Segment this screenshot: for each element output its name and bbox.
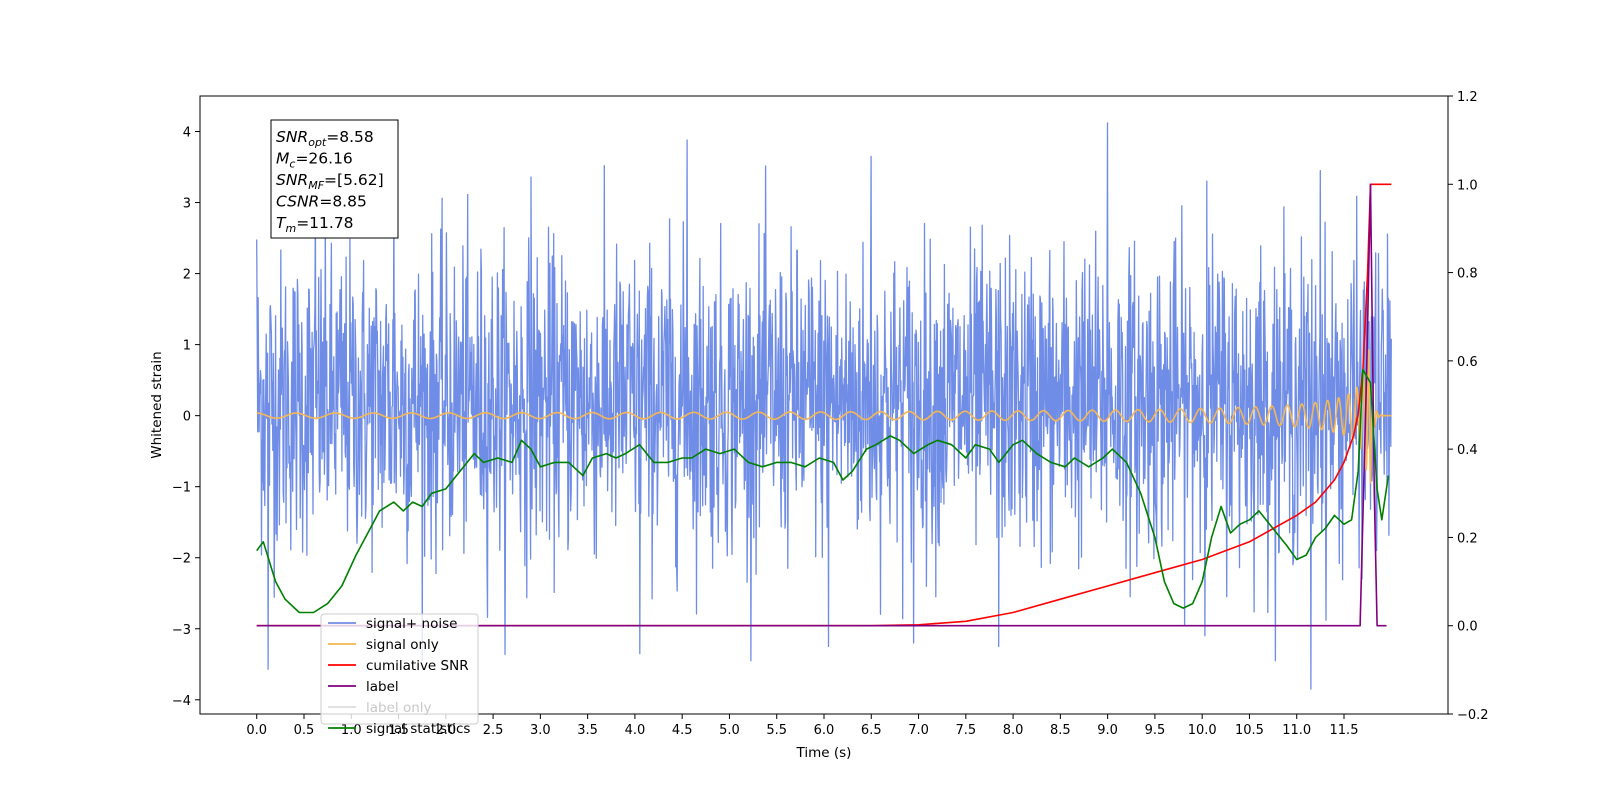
legend-label-label: label [366, 679, 399, 695]
series-line-label [256, 183, 1387, 627]
x-tick-label: 4.5 [672, 723, 693, 738]
y-tick-label: −2 [172, 552, 191, 567]
y-tick-label: −4 [172, 694, 191, 709]
stats-line: SNRMF=[5.62] [276, 171, 384, 192]
legend-label-label-only: label only [366, 700, 432, 716]
y-tick-label: −3 [172, 623, 191, 638]
y2-tick-label: 1.0 [1457, 178, 1478, 193]
x-tick-label: 9.5 [1145, 723, 1166, 738]
legend: signal+ noise signal only cumilative SNR la… [320, 613, 479, 737]
x-tick-label: 1.5 [388, 723, 409, 738]
x-tick-label: 5.0 [719, 723, 740, 738]
x-tick-label: 11.5 [1330, 723, 1359, 738]
y-tick-label: 2 [183, 268, 191, 283]
series-line-signal-statistics [256, 368, 1390, 614]
y-axis-left: −4 −3 −2 −1 0 1 2 3 4 [172, 126, 200, 709]
y2-tick-label: 0.0 [1457, 620, 1478, 635]
x-tick-label: 3.0 [530, 723, 551, 738]
legend-label-signal-statistics: signal statistics [366, 721, 470, 737]
legend-label-signal-only: signal only [366, 637, 439, 653]
y-axis-right: −0.2 0.0 0.2 0.4 0.6 0.8 1.0 1.2 [1448, 90, 1489, 723]
stats-line: Tm=11.78 [276, 214, 354, 235]
y-tick-label: −1 [172, 481, 191, 496]
y2-tick-label: −0.2 [1457, 708, 1489, 723]
x-tick-label: 8.5 [1050, 723, 1071, 738]
x-tick-label: 10.0 [1188, 723, 1217, 738]
data-layer [256, 122, 1392, 690]
stats-line: CSNR=8.85 [276, 193, 367, 211]
series-line-signal-noise [256, 122, 1392, 690]
x-tick-label: 8.0 [1003, 723, 1024, 738]
x-tick-label: 0.5 [294, 723, 315, 738]
series-line-signal-only [256, 349, 1392, 484]
y-tick-label: 1 [183, 339, 191, 354]
legend-label-signal-noise: signal+ noise [366, 616, 457, 632]
y2-tick-label: 0.4 [1457, 443, 1478, 458]
series-line-cumilative-snr [256, 183, 1392, 627]
y2-tick-label: 0.6 [1457, 355, 1478, 370]
x-tick-label: 2.0 [435, 723, 456, 738]
x-tick-label: 2.5 [483, 723, 504, 738]
x-tick-label: 6.0 [814, 723, 835, 738]
y2-tick-label: 1.2 [1457, 90, 1478, 105]
stats-box: SNRopt=8.58Mc=26.16SNRMF=[5.62]CSNR=8.85… [270, 119, 399, 239]
x-tick-label: 0.0 [246, 723, 267, 738]
y2-tick-label: 0.2 [1457, 531, 1478, 546]
stats-line: Mc=26.16 [276, 150, 353, 171]
stats-line: SNRopt=8.58 [276, 128, 374, 149]
x-tick-label: 5.5 [766, 723, 787, 738]
x-tick-label: 6.5 [861, 723, 882, 738]
y-axis-label: Whitened strain [149, 351, 165, 458]
legend-label-cumilative-snr: cumilative SNR [366, 658, 469, 674]
y-tick-label: 4 [183, 126, 191, 141]
x-tick-label: 1.0 [341, 723, 362, 738]
x-tick-label: 3.5 [577, 723, 598, 738]
stats-box-frame [270, 119, 399, 239]
x-axis-label: Time (s) [796, 745, 852, 761]
x-tick-label: 7.0 [908, 723, 929, 738]
x-axis: 0.0 0.5 1.0 1.5 2.0 2.5 3.0 3.5 4.0 4.5 5.0 5.5 6.0 6… [246, 714, 1358, 738]
x-tick-label: 10.5 [1235, 723, 1264, 738]
legend-frame [320, 613, 479, 725]
y2-tick-label: 0.8 [1457, 267, 1478, 282]
x-tick-label: 4.0 [625, 723, 646, 738]
x-tick-label: 7.5 [955, 723, 976, 738]
x-tick-label: 9.0 [1097, 723, 1118, 738]
y-tick-label: 0 [183, 410, 191, 425]
x-tick-label: 11.0 [1282, 723, 1311, 738]
y-tick-label: 3 [183, 197, 191, 212]
